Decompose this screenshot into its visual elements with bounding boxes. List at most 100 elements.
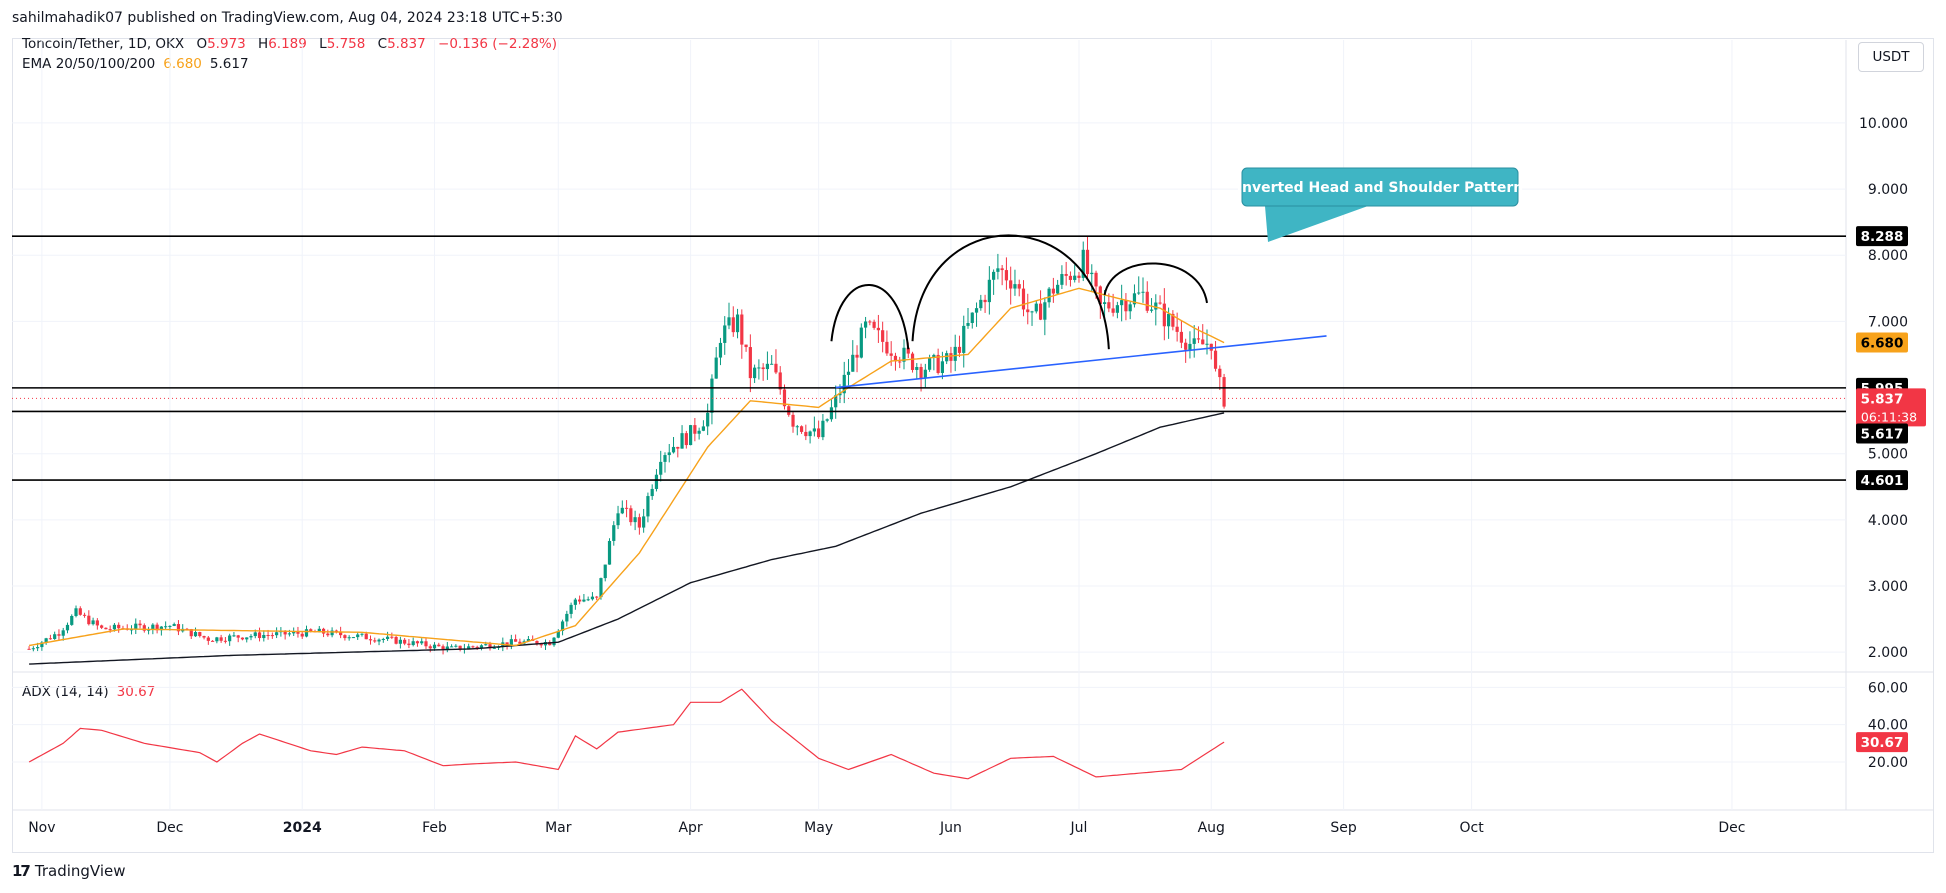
adx-tick-label: 60.00	[1868, 680, 1908, 696]
candle-body	[927, 357, 932, 370]
candle-body	[1038, 303, 1043, 320]
candle-body	[1013, 284, 1017, 289]
candle-body	[1120, 300, 1124, 306]
candle-body	[539, 644, 543, 646]
candle-body	[87, 615, 91, 625]
close-key: C	[377, 36, 388, 52]
candle-body	[356, 634, 360, 638]
candle-body	[1154, 302, 1158, 310]
last-price-text: 5.837	[1861, 391, 1904, 407]
candle-body	[475, 646, 479, 648]
candle-body	[112, 624, 117, 630]
tradingview-logo-text: TradingView	[34, 862, 126, 880]
candle-body	[198, 632, 202, 637]
price-tick-label: 3.000	[1868, 579, 1908, 595]
candle-body	[859, 327, 863, 358]
candle-body	[287, 633, 292, 635]
candle-body	[1141, 291, 1145, 293]
candle-body	[718, 342, 723, 358]
candle-body	[1098, 286, 1102, 305]
candle-body	[727, 317, 731, 326]
last-price-badge: 5.837 06:11:38	[1856, 388, 1926, 427]
candle-body	[411, 641, 415, 646]
candle-body	[138, 623, 142, 626]
candle-body	[966, 323, 970, 326]
candle-body	[1021, 288, 1026, 310]
candle-body	[582, 599, 586, 602]
candle-body	[403, 639, 407, 644]
candle-body	[509, 639, 513, 646]
ema20-badge-bg	[1856, 332, 1908, 353]
candle-body	[142, 625, 146, 631]
high-key: H	[258, 36, 269, 52]
last-price-badge-bg	[1856, 388, 1926, 427]
level-badge-bg	[1856, 470, 1908, 491]
ema200-badge-text: 5.617	[1861, 426, 1904, 442]
level-badge-text: 8.288	[1861, 229, 1904, 245]
candle-body	[778, 372, 782, 390]
candle-body	[992, 271, 996, 280]
candle-body	[492, 647, 496, 649]
candle-body	[134, 623, 138, 630]
candle-body	[1017, 284, 1021, 289]
candle-body	[95, 620, 99, 626]
candle-body	[723, 325, 727, 343]
candle-body	[40, 642, 44, 648]
candle-body	[334, 630, 338, 632]
candle-body	[1179, 331, 1184, 343]
candle-body	[799, 426, 804, 432]
price-tick-label: 7.000	[1868, 314, 1908, 330]
time-tick-label: Nov	[28, 820, 55, 836]
tradingview-logo[interactable]: 17 TradingView	[12, 862, 126, 880]
candle-body	[1184, 342, 1188, 350]
candle-body	[514, 639, 518, 642]
candle-body	[671, 446, 676, 453]
candle-body	[804, 431, 808, 437]
candle-body	[697, 430, 701, 434]
candle-body	[620, 507, 624, 514]
candle-body	[970, 312, 974, 324]
candle-body	[949, 353, 953, 361]
candle-body	[1209, 343, 1213, 351]
ema-label: EMA 20/50/100/200	[22, 56, 156, 72]
time-tick-label: Oct	[1460, 820, 1485, 836]
candle-body	[65, 624, 70, 631]
candle-body	[846, 371, 851, 375]
candle-body	[432, 644, 437, 649]
candle-body	[872, 321, 876, 328]
time-tick-label: Mar	[545, 820, 572, 836]
candle-body	[1218, 368, 1222, 378]
candle-body	[987, 279, 991, 303]
adx-legend[interactable]: ADX (14, 14) 30.67	[22, 684, 163, 700]
annotation-text: Inverted Head and Shoulder Pattern	[1237, 180, 1523, 196]
candle-body	[1000, 268, 1004, 271]
ema-legend[interactable]: EMA 20/50/100/200 6.680 5.617	[22, 56, 249, 72]
candle-body	[236, 635, 240, 638]
candle-body	[1111, 308, 1115, 313]
candle-body	[108, 629, 112, 631]
annotation-box	[1241, 167, 1519, 207]
candle-body	[253, 632, 257, 637]
candle-body	[1034, 303, 1038, 312]
candle-body	[155, 624, 159, 631]
candle-body	[1004, 270, 1009, 281]
candle-body	[770, 363, 774, 365]
annotation-pointer	[1265, 206, 1368, 242]
close-value: 5.837	[387, 36, 426, 52]
candle-body	[595, 596, 599, 598]
candle-body	[735, 314, 740, 333]
candle-body	[1132, 293, 1137, 305]
candle-body	[565, 613, 569, 622]
candle-body	[1026, 309, 1030, 313]
currency-button[interactable]: USDT	[1858, 42, 1924, 72]
pattern-annotation: Inverted Head and Shoulder Pattern	[1237, 167, 1523, 242]
candle-body	[189, 629, 193, 637]
candle-body	[936, 354, 940, 373]
candle-body	[266, 635, 270, 637]
candle-body	[424, 641, 428, 647]
candle-body	[228, 635, 232, 642]
time-tick-label: Dec	[156, 820, 183, 836]
symbol-title[interactable]: Toncoin/Tether, 1D, OKX	[22, 36, 185, 52]
candle-body	[556, 630, 560, 638]
